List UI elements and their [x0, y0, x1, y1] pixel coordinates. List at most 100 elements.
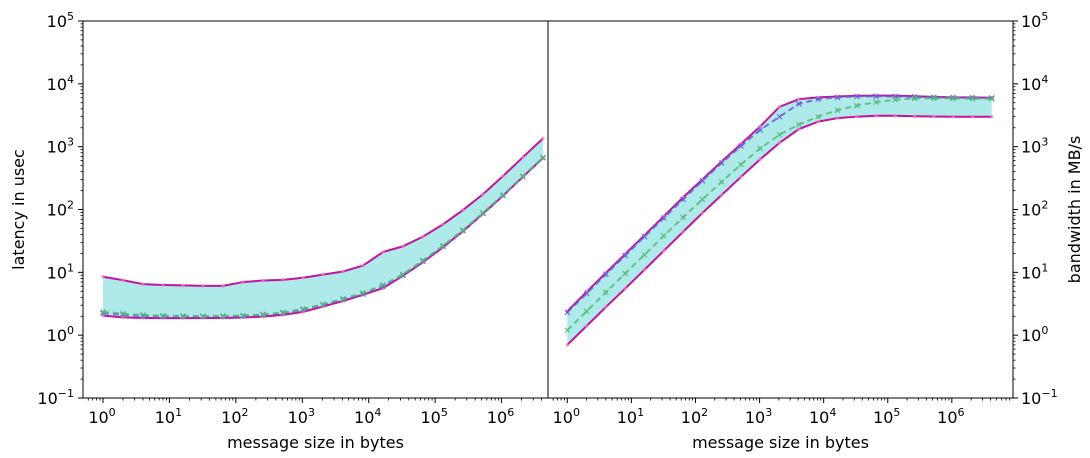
data-point	[319, 301, 326, 308]
data-point	[680, 214, 687, 221]
data-point	[139, 311, 146, 318]
y-tick-label: 10−1	[37, 387, 74, 408]
data-point	[699, 177, 706, 184]
data-point	[299, 305, 306, 312]
data-point	[795, 100, 802, 107]
x-tick-label: 104	[354, 406, 381, 427]
data-point	[279, 309, 286, 316]
data-point	[359, 289, 366, 296]
data-point	[757, 126, 764, 133]
data-point	[777, 105, 782, 109]
data-point	[441, 222, 445, 227]
data-point	[521, 155, 525, 159]
data-point	[161, 283, 165, 287]
data-point	[565, 343, 570, 347]
data-point	[776, 131, 783, 138]
data-point	[199, 312, 206, 319]
latency-x-ticks: 100 101 102 103 104 105 106	[87, 398, 542, 427]
data-point	[777, 141, 782, 145]
y-tick-label: 103	[1021, 136, 1048, 157]
bandwidth-x-ticks: 100 101 102 103 104 105 106	[553, 398, 1011, 427]
data-point	[479, 209, 486, 216]
data-point	[816, 119, 820, 124]
data-point	[339, 295, 346, 302]
y-tick-label: 104	[1021, 73, 1048, 94]
y-tick-label: 10−1	[1021, 387, 1058, 408]
latency-band	[103, 138, 543, 319]
data-point	[835, 116, 840, 120]
x-tick-label: 104	[809, 406, 836, 427]
data-point	[892, 96, 899, 103]
data-point	[641, 251, 648, 258]
shaded-range-area	[103, 138, 543, 319]
data-point	[622, 252, 629, 259]
data-point	[872, 93, 879, 100]
latency-y-ticks: 10−1 100 101 102 103 104 105	[37, 10, 83, 408]
y-tick-label: 100	[47, 324, 74, 345]
latency-series	[100, 136, 546, 320]
y-tick-label: 101	[1021, 261, 1048, 282]
x-tick-label: 102	[221, 406, 248, 427]
data-point	[399, 271, 406, 278]
data-point	[874, 113, 878, 118]
data-point	[951, 114, 955, 119]
data-point	[379, 281, 386, 288]
data-point	[853, 93, 860, 100]
data-point	[461, 208, 465, 212]
data-point	[119, 310, 126, 317]
data-point	[776, 113, 783, 120]
data-point	[893, 113, 898, 118]
data-point	[141, 282, 145, 286]
data-point	[680, 196, 687, 203]
y-tick-label: 102	[1021, 199, 1048, 220]
x-tick-label: 101	[617, 406, 644, 427]
bandwidth-x-axis-label: message size in bytes	[692, 433, 869, 452]
data-point	[439, 242, 446, 249]
data-point	[932, 114, 936, 119]
data-point	[988, 95, 995, 102]
data-point	[564, 327, 571, 334]
data-point	[301, 275, 305, 280]
data-point	[501, 174, 505, 178]
data-point	[718, 178, 725, 185]
data-point	[950, 95, 957, 102]
data-point	[661, 249, 666, 253]
latency-panel: 100 101 102 103 104 105 106 10−110010110210310…	[9, 10, 549, 452]
data-point	[519, 173, 526, 180]
x-tick-label: 100	[553, 406, 580, 427]
data-point	[539, 154, 546, 161]
bandwidth-series	[564, 93, 995, 347]
data-point	[737, 161, 744, 168]
data-point	[622, 270, 629, 277]
data-point	[660, 232, 667, 239]
data-point	[930, 95, 937, 102]
data-point	[583, 290, 590, 297]
x-tick-label: 105	[873, 406, 900, 427]
data-point	[757, 145, 764, 152]
x-tick-label: 101	[155, 406, 182, 427]
data-point	[719, 193, 724, 197]
x-tick-label: 103	[745, 406, 772, 427]
bandwidth-axes-frame	[547, 20, 1014, 399]
x-tick-label: 103	[288, 406, 315, 427]
data-point	[699, 196, 706, 203]
data-point	[459, 227, 466, 234]
x-tick-label: 106	[487, 406, 514, 427]
data-point	[872, 99, 879, 106]
x-tick-label: 105	[420, 406, 447, 427]
data-point	[623, 286, 627, 291]
data-point	[101, 274, 105, 279]
data-point	[583, 308, 590, 315]
data-point	[718, 159, 725, 166]
data-point	[564, 309, 571, 316]
data-point	[159, 312, 166, 319]
y-tick-label: 101	[47, 261, 74, 282]
data-point	[261, 278, 265, 283]
bandwidth-y-axis-label: bandwidth in MB/s	[1065, 136, 1084, 284]
data-point	[911, 95, 918, 102]
data-point	[989, 114, 994, 119]
data-point	[201, 284, 205, 288]
data-point	[815, 113, 822, 120]
